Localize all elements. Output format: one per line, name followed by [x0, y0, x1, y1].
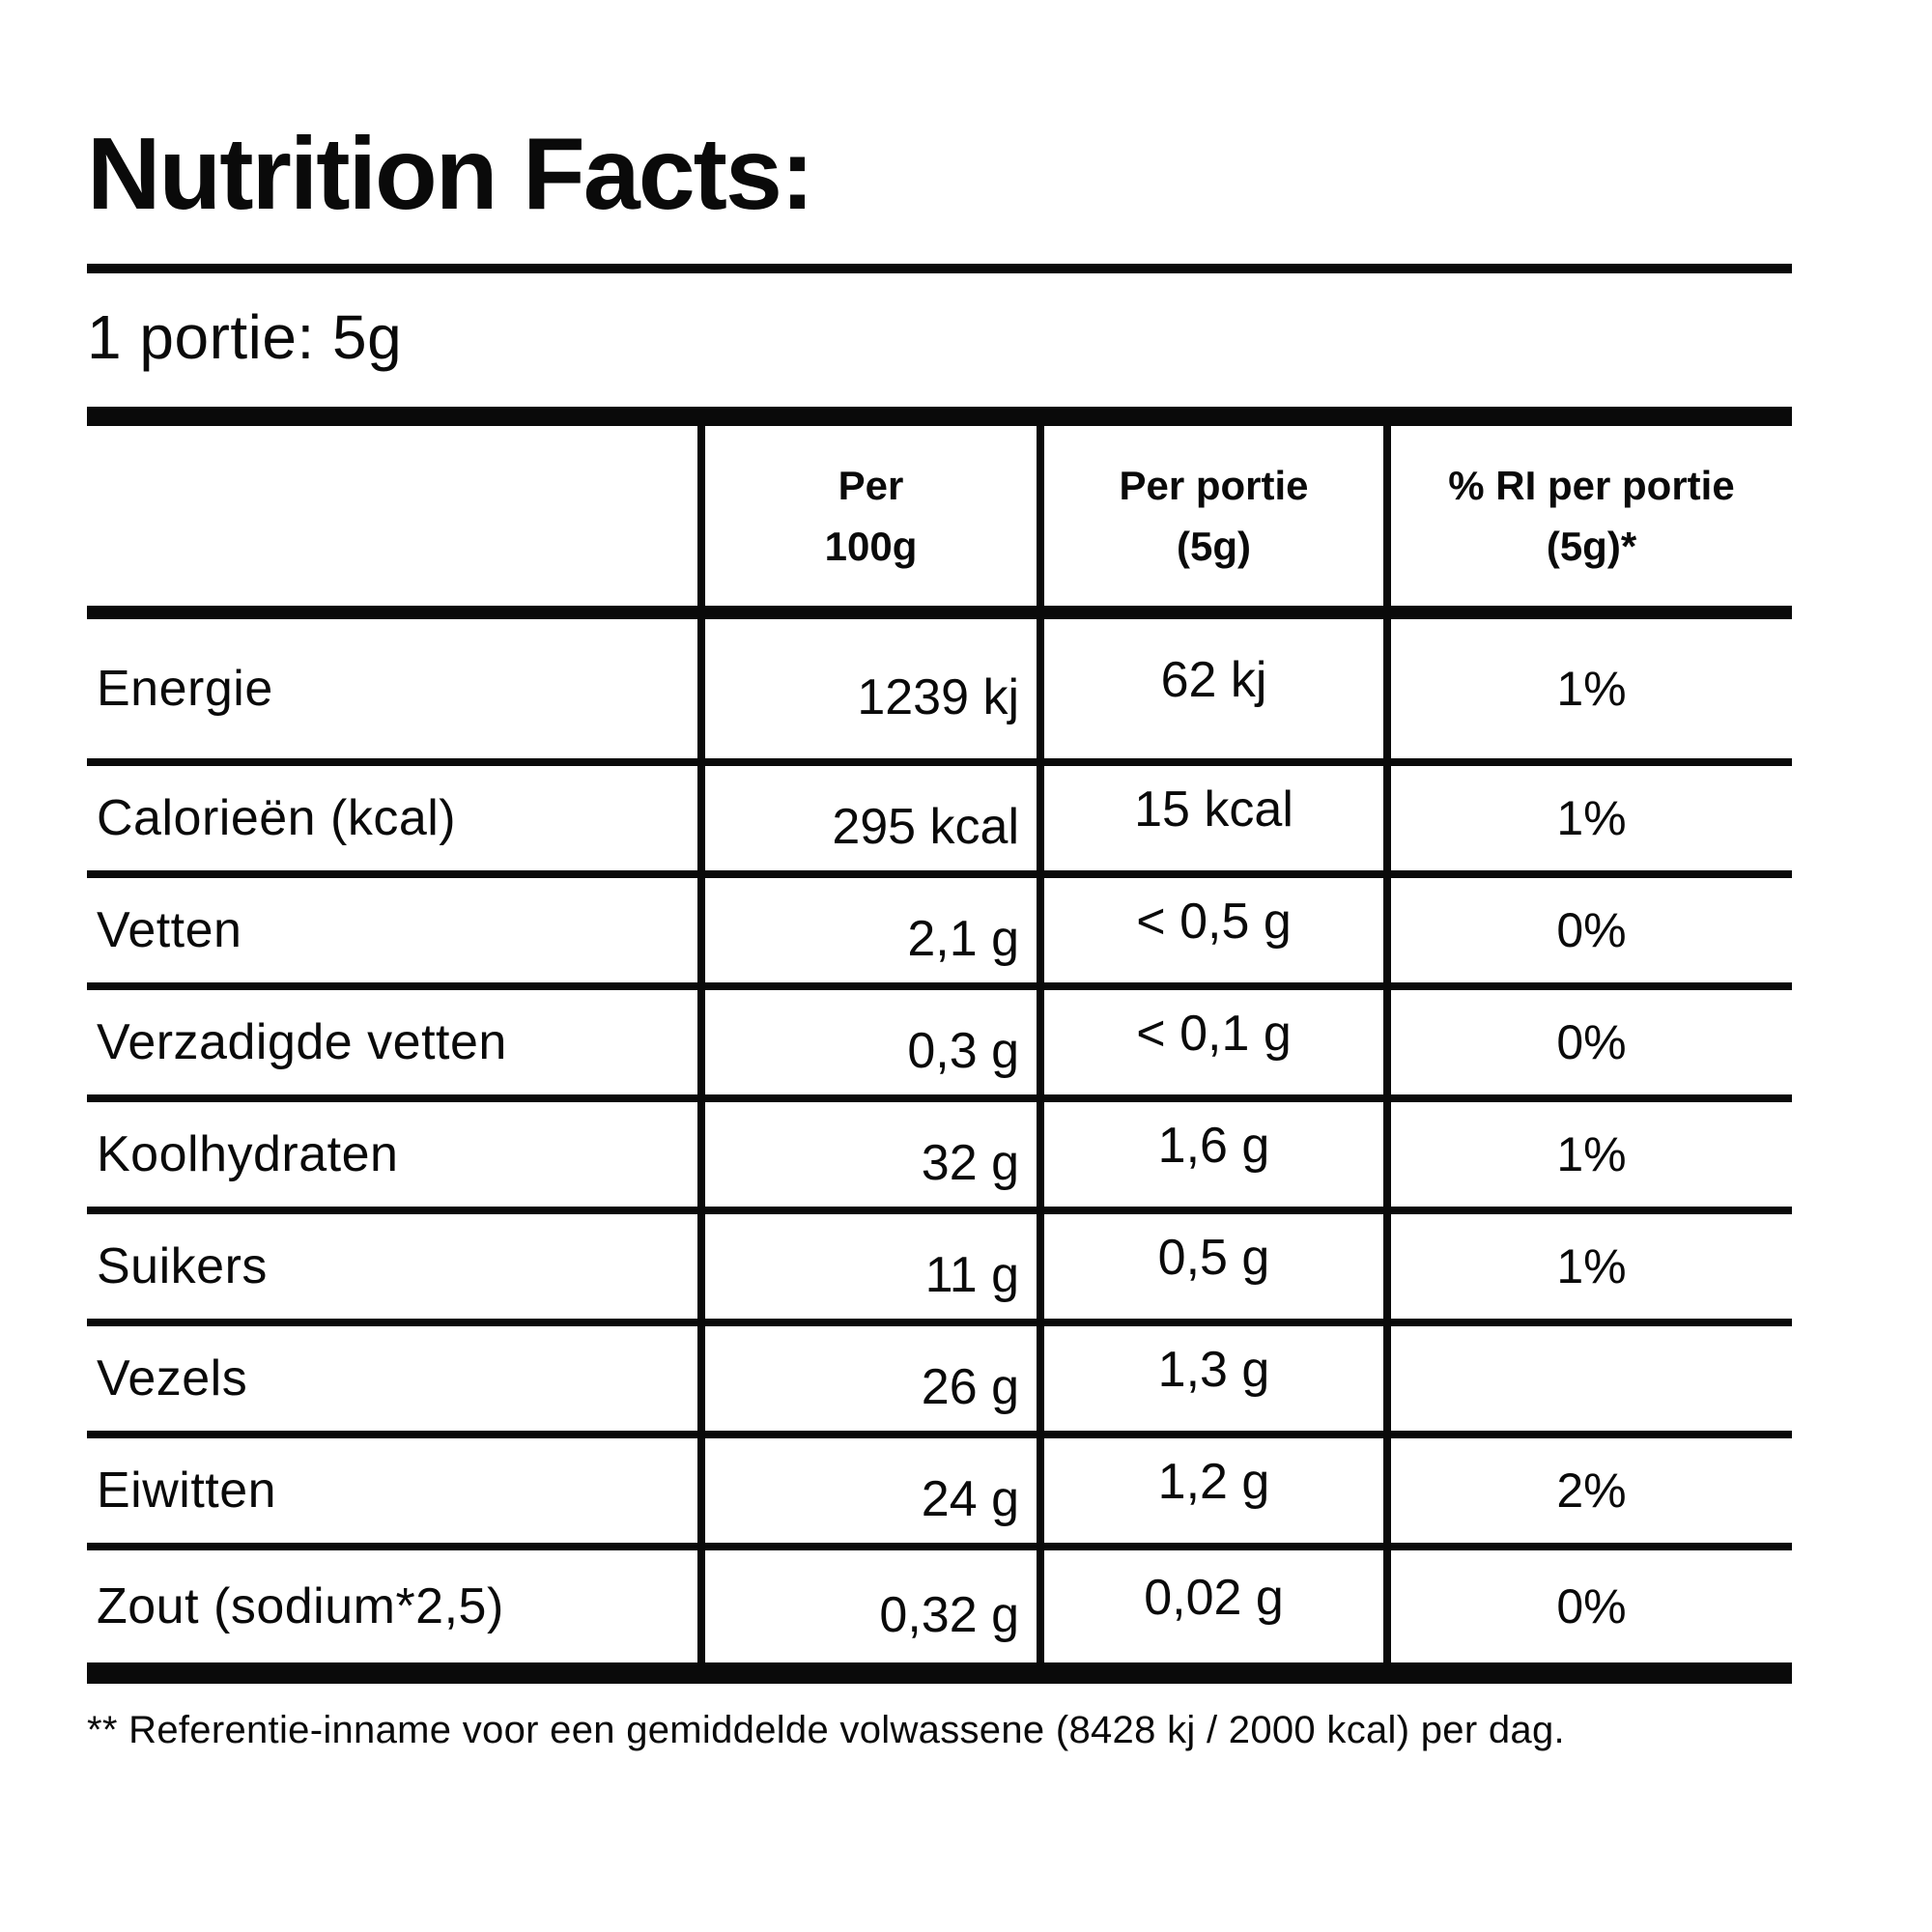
row-vezels-per100g: 26 g [697, 1326, 1037, 1439]
page-title: Nutrition Facts: [87, 117, 814, 231]
row-calorieen-ri: 1% [1383, 766, 1792, 879]
value: 1,6 g [1157, 1118, 1270, 1175]
row-zout-per100g: 0,32 g [697, 1550, 1037, 1663]
value: 1,2 g [1157, 1454, 1270, 1511]
value: 0,02 g [1144, 1570, 1284, 1627]
value: 24 g [921, 1471, 1019, 1528]
row-calorieen-perportie: 15 kcal [1037, 766, 1383, 879]
row-koolhydraten-ri: 1% [1383, 1102, 1792, 1215]
row-zout-ri: 0% [1383, 1550, 1792, 1663]
row-suikers-per100g: 11 g [697, 1214, 1037, 1327]
value: < 0,5 g [1136, 894, 1292, 951]
header-per-100g: Per 100g [697, 426, 1037, 620]
row-energie-ri: 1% [1383, 619, 1792, 767]
row-label-zout: Zout (sodium*2,5) [97, 1578, 504, 1635]
row-energie-per100g: 1239 kj [697, 619, 1037, 767]
row-label-koolhydraten: Koolhydraten [87, 1102, 697, 1215]
row-eiwitten-perportie: 1,2 g [1037, 1438, 1383, 1551]
row-suikers-perportie: 0,5 g [1037, 1214, 1383, 1327]
row-label-calorieen: Calorieën (kcal) [87, 766, 697, 879]
row-eiwitten-ri: 2% [1383, 1438, 1792, 1551]
value: 11 g [924, 1247, 1019, 1304]
value: 62 kj [1160, 652, 1267, 709]
value: 0,32 g [879, 1587, 1019, 1644]
value: 15 kcal [1134, 781, 1293, 838]
value: 32 g [921, 1135, 1019, 1192]
header-ri-per-portie: % RI per portie (5g)* [1383, 426, 1792, 620]
serving-size-line: 1 portie: 5g [87, 301, 403, 372]
value: 295 kcal [832, 799, 1019, 856]
row-vezels-ri [1383, 1326, 1792, 1439]
row-eiwitten-per100g: 24 g [697, 1438, 1037, 1551]
row-zout-perportie: 0,02 g [1037, 1550, 1383, 1663]
value: 26 g [921, 1359, 1019, 1416]
row-label-vetten: Vetten [87, 878, 697, 991]
value: 1239 kj [857, 669, 1019, 726]
row-label-verzadigde-vetten: Verzadigde vetten [87, 990, 697, 1103]
row-koolhydraten-perportie: 1,6 g [1037, 1102, 1383, 1215]
row-vezels-perportie: 1,3 g [1037, 1326, 1383, 1439]
value: < 0,1 g [1136, 1006, 1292, 1063]
header-per-100g-line2: 100g [824, 524, 918, 570]
header-empty [87, 426, 697, 620]
row-verzadigde-vetten-ri: 0% [1383, 990, 1792, 1103]
row-verzadigde-vetten-per100g: 0,3 g [697, 990, 1037, 1103]
nutrition-label: Nutrition Facts: 1 portie: 5g Per 100g P… [87, 0, 1792, 1752]
reference-intake-footnote: ** Referentie-inname voor een gemiddelde… [87, 1709, 1565, 1752]
header-per-portie: Per portie (5g) [1037, 426, 1383, 620]
value: 0,5 g [1157, 1230, 1270, 1287]
row-energie-perportie: 62 kj [1037, 619, 1383, 767]
value: 2,1 g [907, 911, 1019, 968]
row-label-eiwitten: Eiwitten [87, 1438, 697, 1551]
row-vetten-perportie: < 0,5 g [1037, 878, 1383, 991]
row-vetten-per100g: 2,1 g [697, 878, 1037, 991]
row-koolhydraten-per100g: 32 g [697, 1102, 1037, 1215]
header-per-100g-line1: Per [838, 463, 904, 509]
header-ri-per-portie-line2: (5g)* [1546, 524, 1637, 570]
header-per-portie-line2: (5g) [1177, 524, 1251, 570]
row-label-vezels: Vezels [87, 1326, 697, 1439]
header-per-portie-line1: Per portie [1119, 463, 1309, 509]
title-divider [87, 263, 1792, 273]
header-ri-per-portie-line1: % RI per portie [1448, 463, 1735, 509]
row-label-suikers: Suikers [87, 1214, 697, 1327]
row-verzadigde-vetten-perportie: < 0,1 g [1037, 990, 1383, 1103]
value: 0,3 g [907, 1023, 1019, 1080]
value: 1,3 g [1157, 1342, 1270, 1399]
row-vetten-ri: 0% [1383, 878, 1792, 991]
row-label-energie: Energie [87, 619, 697, 767]
nutrition-table: Per 100g Per portie (5g) % RI per portie… [87, 407, 1792, 1685]
row-suikers-ri: 1% [1383, 1214, 1792, 1327]
row-calorieen-per100g: 295 kcal [697, 766, 1037, 879]
